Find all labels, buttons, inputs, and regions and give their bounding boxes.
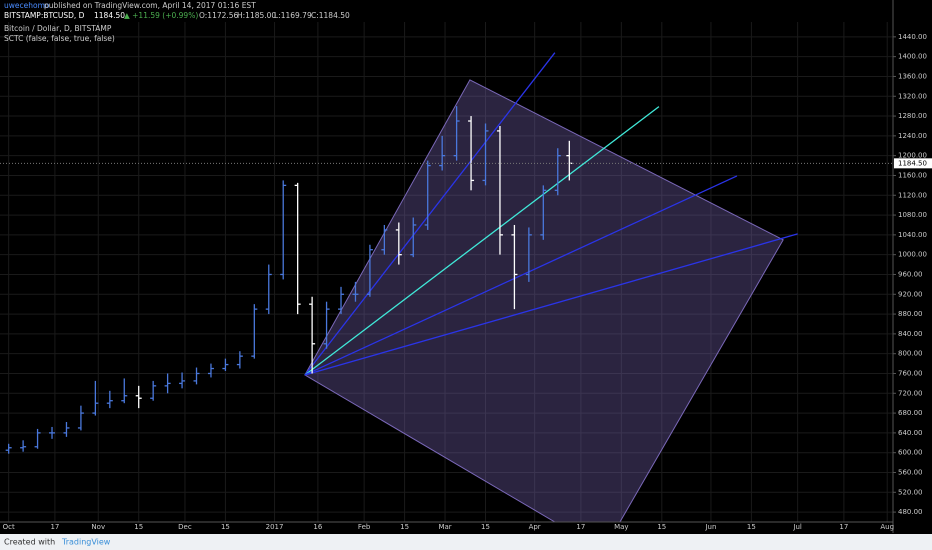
high: H:1185.00 (237, 11, 276, 20)
open: O:1172.56 (199, 11, 239, 20)
symbol: BITSTAMP:BTCUSD, D (4, 11, 85, 20)
y-tick-label: 1200.00 (898, 152, 927, 160)
x-tick-label: Mar (438, 523, 451, 531)
close: C:1184.50 (311, 11, 350, 20)
y-tick-label: 760.00 (898, 369, 923, 377)
drawing-line (304, 106, 660, 376)
y-tick-label: 960.00 (898, 270, 923, 278)
y-tick-label: 480.00 (898, 508, 923, 516)
y-tick-label: 800.00 (898, 350, 923, 358)
plot (0, 22, 893, 523)
x-tick-label: Nov (91, 523, 105, 531)
y-tick-label: 1320.00 (898, 92, 927, 100)
y-tick-label: 1280.00 (898, 112, 927, 120)
x-tick-label: Dec (178, 523, 192, 531)
y-tick-label: 680.00 (898, 409, 923, 417)
y-tick-label: 840.00 (898, 330, 923, 338)
instrument-name: Bitcoin / Dollar, D, BITSTAMP (4, 24, 112, 33)
y-tick-label: 920.00 (898, 290, 923, 298)
x-tick-label: 15 (747, 523, 756, 531)
x-tick-label: 15 (221, 523, 230, 531)
x-tick-label: Feb (358, 523, 371, 531)
y-tick-label: 1440.00 (898, 33, 927, 41)
y-tick-label: 1240.00 (898, 132, 927, 140)
y-tick-label: 1040.00 (898, 231, 927, 239)
x-tick-label: 2017 (266, 523, 284, 531)
last: 1184.50 (94, 11, 125, 20)
drawing-line (304, 52, 556, 376)
y-tick-label: 640.00 (898, 429, 923, 437)
y-tick-label: 600.00 (898, 449, 923, 457)
x-tick-label: 15 (400, 523, 409, 531)
drawing-line (304, 233, 798, 376)
low: L:1169.79 (274, 11, 312, 20)
change: ▲ +11.59 (+0.99%) (124, 11, 198, 20)
x-tick-label: 15 (657, 523, 666, 531)
x-tick-label: 15 (134, 523, 143, 531)
y-tick-label: 1120.00 (898, 191, 927, 199)
x-tick-label: 17 (576, 523, 585, 531)
footer-text: Created with (4, 538, 55, 547)
footer (0, 534, 932, 550)
published: published on TradingView.com, April 14, … (44, 1, 256, 10)
x-tick-label: Apr (529, 523, 541, 531)
y-tick-label: 1080.00 (898, 211, 927, 219)
x-tick-label: Aug (880, 523, 894, 531)
x-tick-label: Jul (792, 523, 802, 531)
y-tick-label: 1000.00 (898, 251, 927, 259)
last-price-label: 1184.50 (898, 159, 927, 167)
y-tick-label: 560.00 (898, 468, 923, 476)
x-tick-label: 17 (839, 523, 848, 531)
footer-brand[interactable]: TradingView (61, 538, 111, 547)
y-tick-label: 880.00 (898, 310, 923, 318)
x-tick-label: Oct (3, 523, 15, 531)
last-price-box (894, 158, 932, 169)
drawing-line (304, 175, 738, 376)
x-tick-label: Jun (704, 523, 716, 531)
x-tick-label: 15 (481, 523, 490, 531)
author[interactable]: uwecehomo (4, 1, 50, 10)
drawing-polygon (304, 79, 784, 523)
x-tick-label: 17 (50, 523, 59, 531)
indicator: SCTC (false, false, true, false) (4, 34, 115, 43)
x-tick-label: May (614, 523, 628, 531)
y-tick-label: 1400.00 (898, 53, 927, 61)
y-tick-label: 520.00 (898, 488, 923, 496)
x-tick-label: 16 (313, 523, 322, 531)
y-tick-label: 1160.00 (898, 171, 927, 179)
y-tick-label: 1360.00 (898, 72, 927, 80)
y-tick-label: 720.00 (898, 389, 923, 397)
